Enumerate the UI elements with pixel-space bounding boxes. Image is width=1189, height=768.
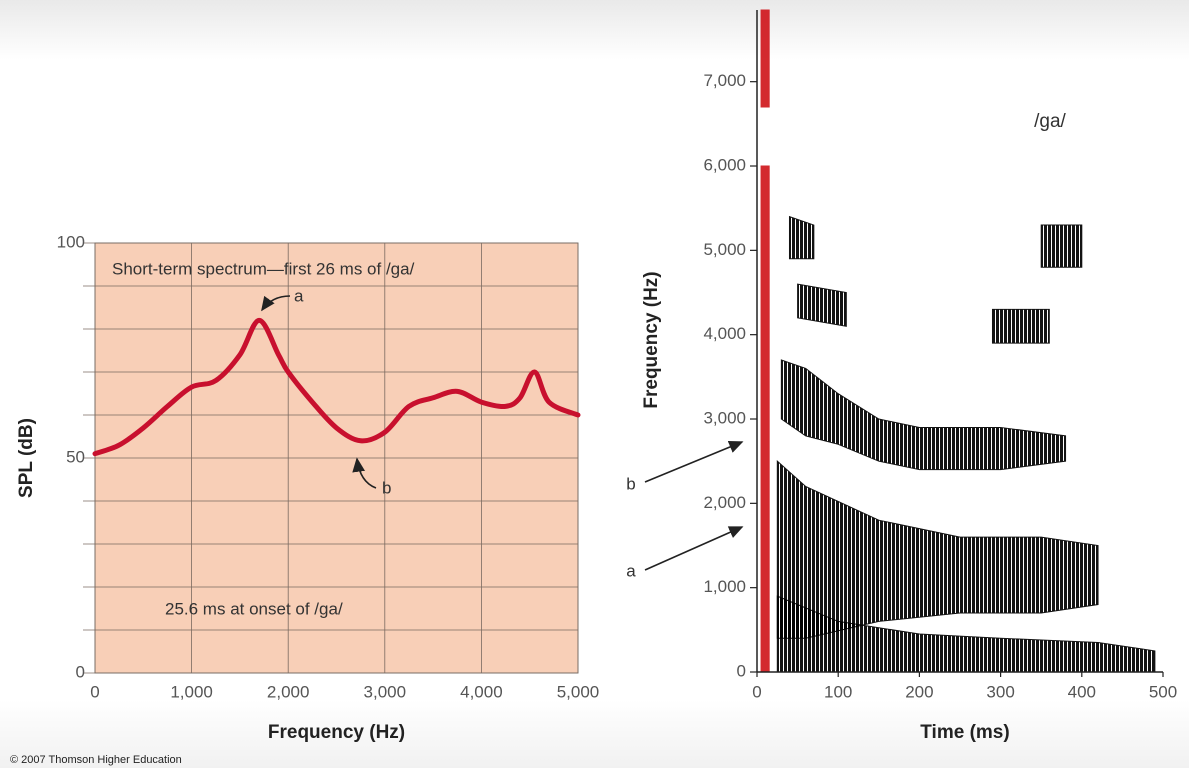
spectrum-line [92,317,581,457]
annotation: b [382,478,391,497]
energy-band [991,308,1050,344]
y-tick-label: 5,000 [703,240,746,259]
energy-band [780,359,1067,471]
annotation: a [626,561,636,580]
x-axis-label: Frequency (Hz) [268,722,405,743]
arrow [261,295,291,312]
y-tick-label: 2,000 [703,493,746,512]
x-tick-label: 1,000 [170,682,213,701]
arrow [644,526,744,571]
x-tick-label: 500 [1149,682,1177,701]
annotation: a [294,286,304,305]
y-tick-label: 4,000 [703,324,746,343]
annotation: 25.6 ms at onset of /ga/ [165,599,343,618]
credit: © 2007 Thomson Higher Education [10,754,182,766]
annotation: Short-term spectrum—first 26 ms of /ga/ [112,259,415,278]
energy-band [1040,224,1083,268]
y-tick-label: 100 [57,232,85,251]
x-tick-label: 400 [1068,682,1096,701]
chart-title: /ga/ [1034,111,1066,132]
y-axis-label: SPL (dB) [16,418,37,498]
x-tick-label: 200 [905,682,933,701]
x-tick-label: 3,000 [364,682,407,701]
y-tick-label: 7,000 [703,71,746,90]
arrow [352,457,377,489]
energy-band [797,283,847,327]
energy-band [760,165,770,673]
y-axis-label: Frequency (Hz) [641,271,662,408]
y-tick-label: 50 [66,447,85,466]
y-tick-label: 3,000 [703,408,746,427]
y-tick-label: 6,000 [703,155,746,174]
energy-band [788,215,815,260]
annotation: b [626,474,635,493]
x-tick-label: 0 [90,682,99,701]
energy-band [776,460,1099,639]
x-tick-label: 4,000 [460,682,503,701]
x-tick-label: 300 [986,682,1014,701]
x-tick-label: 100 [824,682,852,701]
x-tick-label: 0 [752,682,761,701]
arrow [644,440,744,483]
y-tick-label: 0 [76,662,85,681]
y-tick-label: 1,000 [703,577,746,596]
energy-band [760,9,770,108]
x-axis-label: Time (ms) [920,722,1009,743]
y-tick-label: 0 [737,661,746,680]
x-tick-label: 2,000 [267,682,310,701]
x-tick-label: 5,000 [557,682,600,701]
